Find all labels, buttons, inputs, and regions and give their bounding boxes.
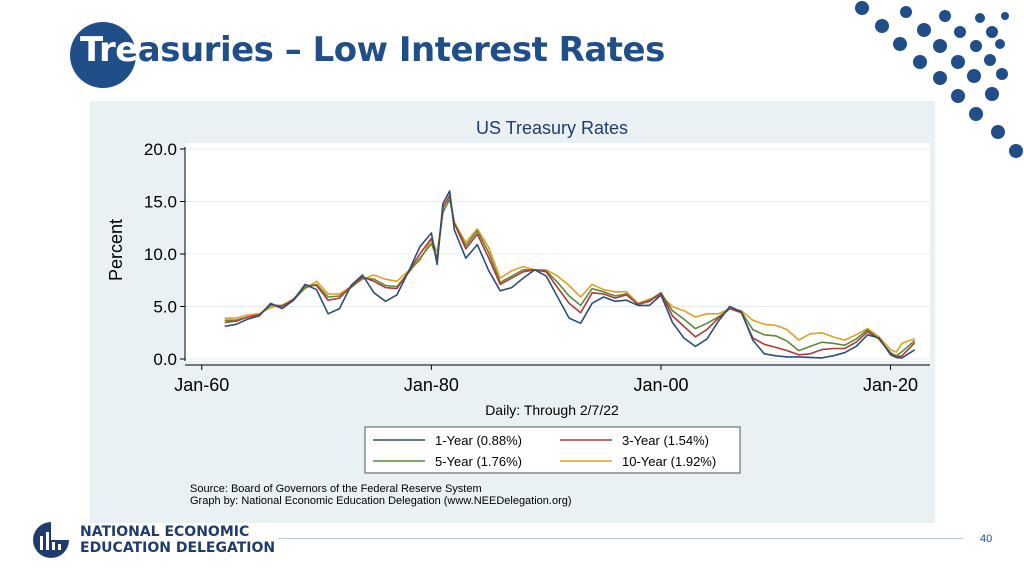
x-tick-label: Jan-60 [174, 375, 229, 395]
page-title-prefix: Tre [80, 30, 138, 70]
plot-area [185, 143, 930, 361]
chart-panel: US Treasury Rates 0.0 5.0 10.0 15.0 20.0 Jan-… [90, 101, 935, 523]
credit-note: Graph by: National Economic Education De… [190, 495, 572, 507]
y-tick-label: 20.0 [144, 140, 177, 159]
footer-divider [278, 538, 963, 539]
chart-title: US Treasury Rates [476, 118, 628, 138]
logo-icon [33, 522, 69, 558]
legend-label-3-year: 3-Year (1.54%) [622, 433, 709, 448]
legend: 1-Year (0.88%) 3-Year (1.54%) 5-Year (1.… [364, 426, 741, 474]
page-title-rest: asuries – Low Interest Rates [137, 30, 666, 70]
y-axis-label: Percent [106, 219, 126, 281]
x-tick-label: Jan-00 [633, 375, 688, 395]
logo-text: NATIONAL ECONOMIC EDUCATION DELEGATION [80, 524, 275, 556]
logo-line-1: NATIONAL ECONOMIC [80, 524, 250, 540]
y-tick-label: 15.0 [144, 193, 177, 212]
x-tick-label: Jan-80 [404, 375, 459, 395]
x-tick-label: Jan-20 [863, 375, 918, 395]
treasury-rates-chart: US Treasury Rates 0.0 5.0 10.0 15.0 20.0 Jan-… [106, 118, 930, 507]
y-tick-label: 10.0 [144, 245, 177, 264]
y-tick-label: 0.0 [153, 350, 177, 369]
series-line-4 [224, 197, 915, 353]
logo-line-2: EDUCATION DELEGATION [80, 540, 276, 556]
series-line-1 [224, 190, 916, 359]
source-note: Source: Board of Governors of the Federa… [190, 483, 482, 495]
title-circle-decoration [70, 22, 136, 88]
legend-label-5-year: 5-Year (1.76%) [435, 454, 522, 469]
decorative-dot-pattern [855, 1, 1023, 158]
page-title: Treasuries – Low Interest Rates [80, 30, 665, 70]
chart-subtitle: Daily: Through 2/7/22 [485, 402, 619, 418]
legend-label-10-year: 10-Year (1.92%) [622, 454, 716, 469]
page-number: 40 [980, 533, 993, 545]
legend-label-1-year: 1-Year (0.88%) [435, 433, 522, 448]
series-line-2 [224, 194, 916, 358]
y-tick-label: 5.0 [153, 298, 177, 317]
